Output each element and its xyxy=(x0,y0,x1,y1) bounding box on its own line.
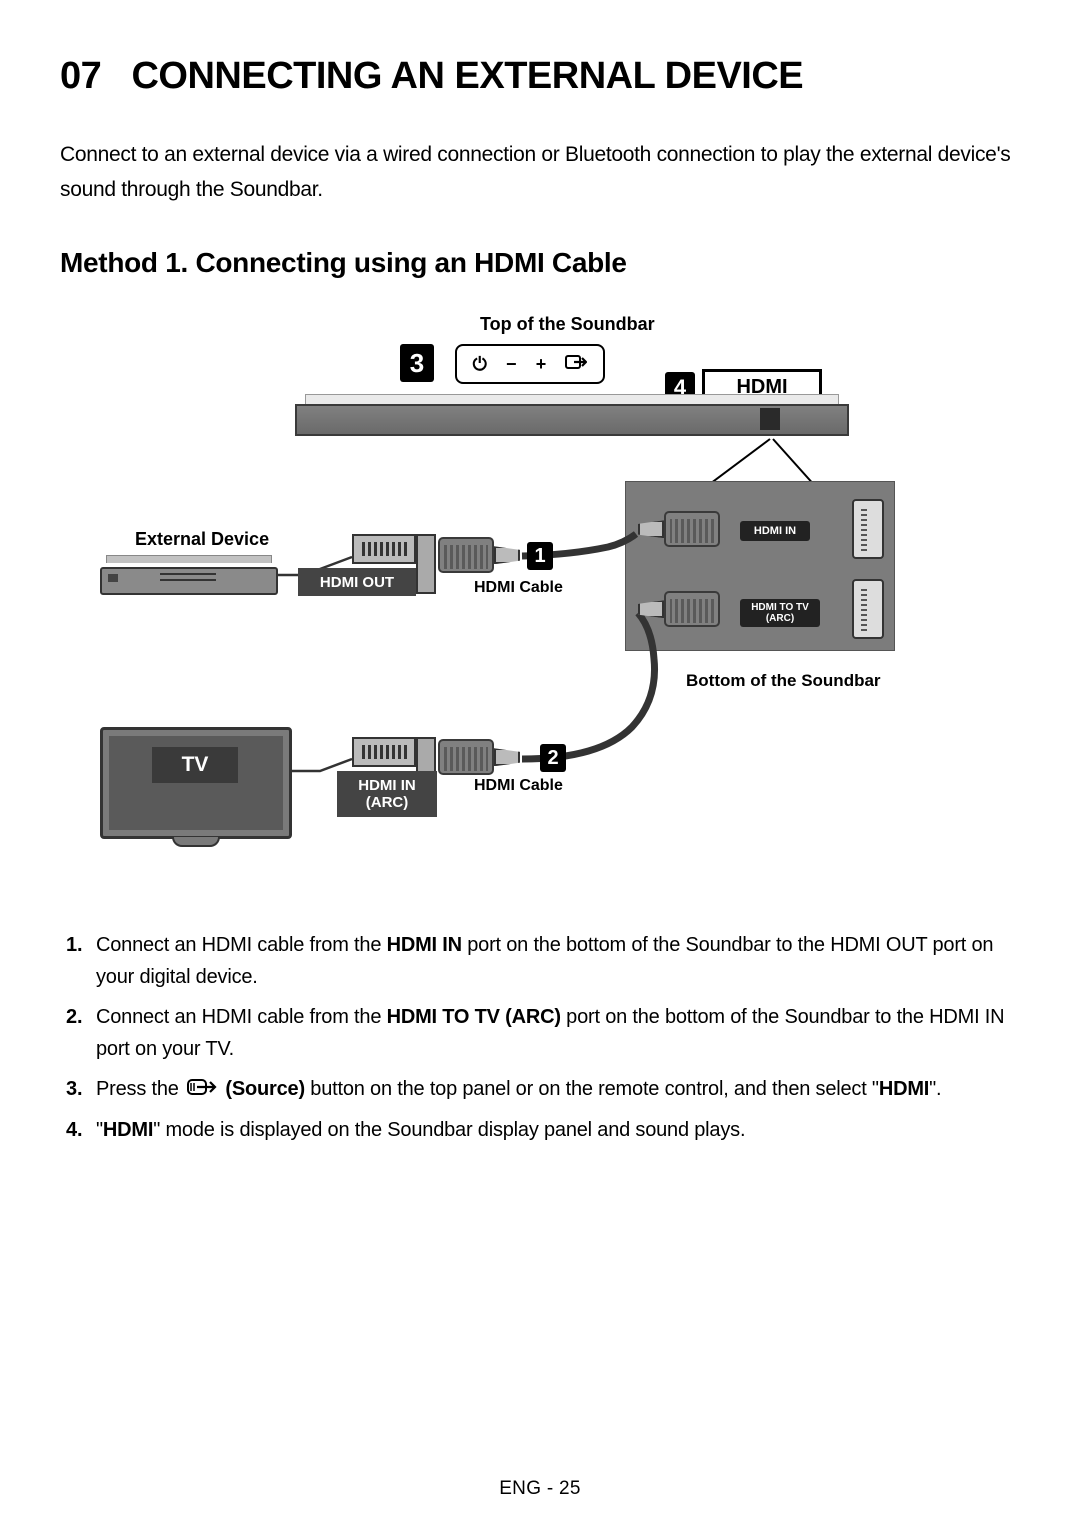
tv-hdmi-in-port xyxy=(352,737,416,767)
section-title: 07 CONNECTING AN EXTERNAL DEVICE xyxy=(60,55,1020,98)
external-device-label: External Device xyxy=(135,529,269,550)
tv-hdmi-in-label: HDMI IN (ARC) xyxy=(337,771,437,817)
callout-1: 1 xyxy=(527,542,553,570)
hdmi-plug-1-right xyxy=(630,511,720,549)
tv-icon xyxy=(100,727,292,839)
hdmi-out-port xyxy=(352,534,416,564)
hdmi-plug-2-right xyxy=(630,591,720,629)
hdmi-plug-2-left xyxy=(438,739,528,777)
hdmi-out-divider xyxy=(416,534,436,594)
step-1: Connect an HDMI cable from the HDMI IN p… xyxy=(60,929,1020,993)
hdmi-cable-label-1: HDMI Cable xyxy=(474,579,563,597)
step-3: Press the (Source) button on the top pan… xyxy=(60,1073,1020,1106)
hdmi-cable-label-2: HDMI Cable xyxy=(474,777,563,795)
tv-stand xyxy=(172,837,220,847)
connection-diagram: Top of the Soundbar 3 ⏻ − + 4 HDMI HDMI … xyxy=(60,309,1020,899)
hdmi-out-label: HDMI OUT xyxy=(298,568,416,596)
source-icon-inline xyxy=(187,1074,217,1106)
bottom-of-soundbar-label: Bottom of the Soundbar xyxy=(686,671,881,691)
external-device-icon xyxy=(100,555,286,597)
step-4: "HDMI" mode is displayed on the Soundbar… xyxy=(60,1114,1020,1146)
intro-text: Connect to an external device via a wire… xyxy=(60,138,1020,207)
section-number: 07 xyxy=(60,55,101,97)
step-2: Connect an HDMI cable from the HDMI TO T… xyxy=(60,1001,1020,1065)
page-number: ENG - 25 xyxy=(0,1478,1080,1500)
steps-list: Connect an HDMI cable from the HDMI IN p… xyxy=(60,929,1020,1146)
callout-2: 2 xyxy=(540,744,566,772)
tv-label: TV xyxy=(152,747,238,783)
method-title: Method 1. Connecting using an HDMI Cable xyxy=(60,247,1020,279)
hdmi-plug-1-left xyxy=(438,537,528,575)
